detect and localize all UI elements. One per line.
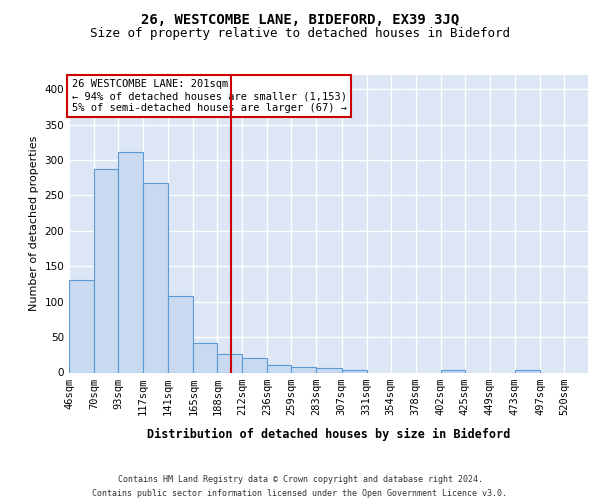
Bar	[316, 368, 341, 372]
Text: 26, WESTCOMBE LANE, BIDEFORD, EX39 3JQ: 26, WESTCOMBE LANE, BIDEFORD, EX39 3JQ	[141, 12, 459, 26]
Bar	[143, 184, 168, 372]
Bar	[193, 343, 217, 372]
Bar	[168, 296, 193, 372]
Bar	[94, 169, 118, 372]
Text: Distribution of detached houses by size in Bideford: Distribution of detached houses by size …	[147, 428, 511, 440]
Bar	[515, 370, 540, 372]
Bar	[217, 354, 242, 372]
Bar	[441, 370, 465, 372]
Text: Contains HM Land Registry data © Crown copyright and database right 2024.
Contai: Contains HM Land Registry data © Crown c…	[92, 476, 508, 498]
Bar	[242, 358, 268, 372]
Bar	[292, 367, 316, 372]
Bar	[118, 152, 143, 372]
Y-axis label: Number of detached properties: Number of detached properties	[29, 136, 39, 312]
Text: Size of property relative to detached houses in Bideford: Size of property relative to detached ho…	[90, 28, 510, 40]
Text: 26 WESTCOMBE LANE: 201sqm
← 94% of detached houses are smaller (1,153)
5% of sem: 26 WESTCOMBE LANE: 201sqm ← 94% of detac…	[71, 80, 347, 112]
Bar	[69, 280, 94, 372]
Bar	[268, 366, 292, 372]
Bar	[341, 370, 367, 372]
